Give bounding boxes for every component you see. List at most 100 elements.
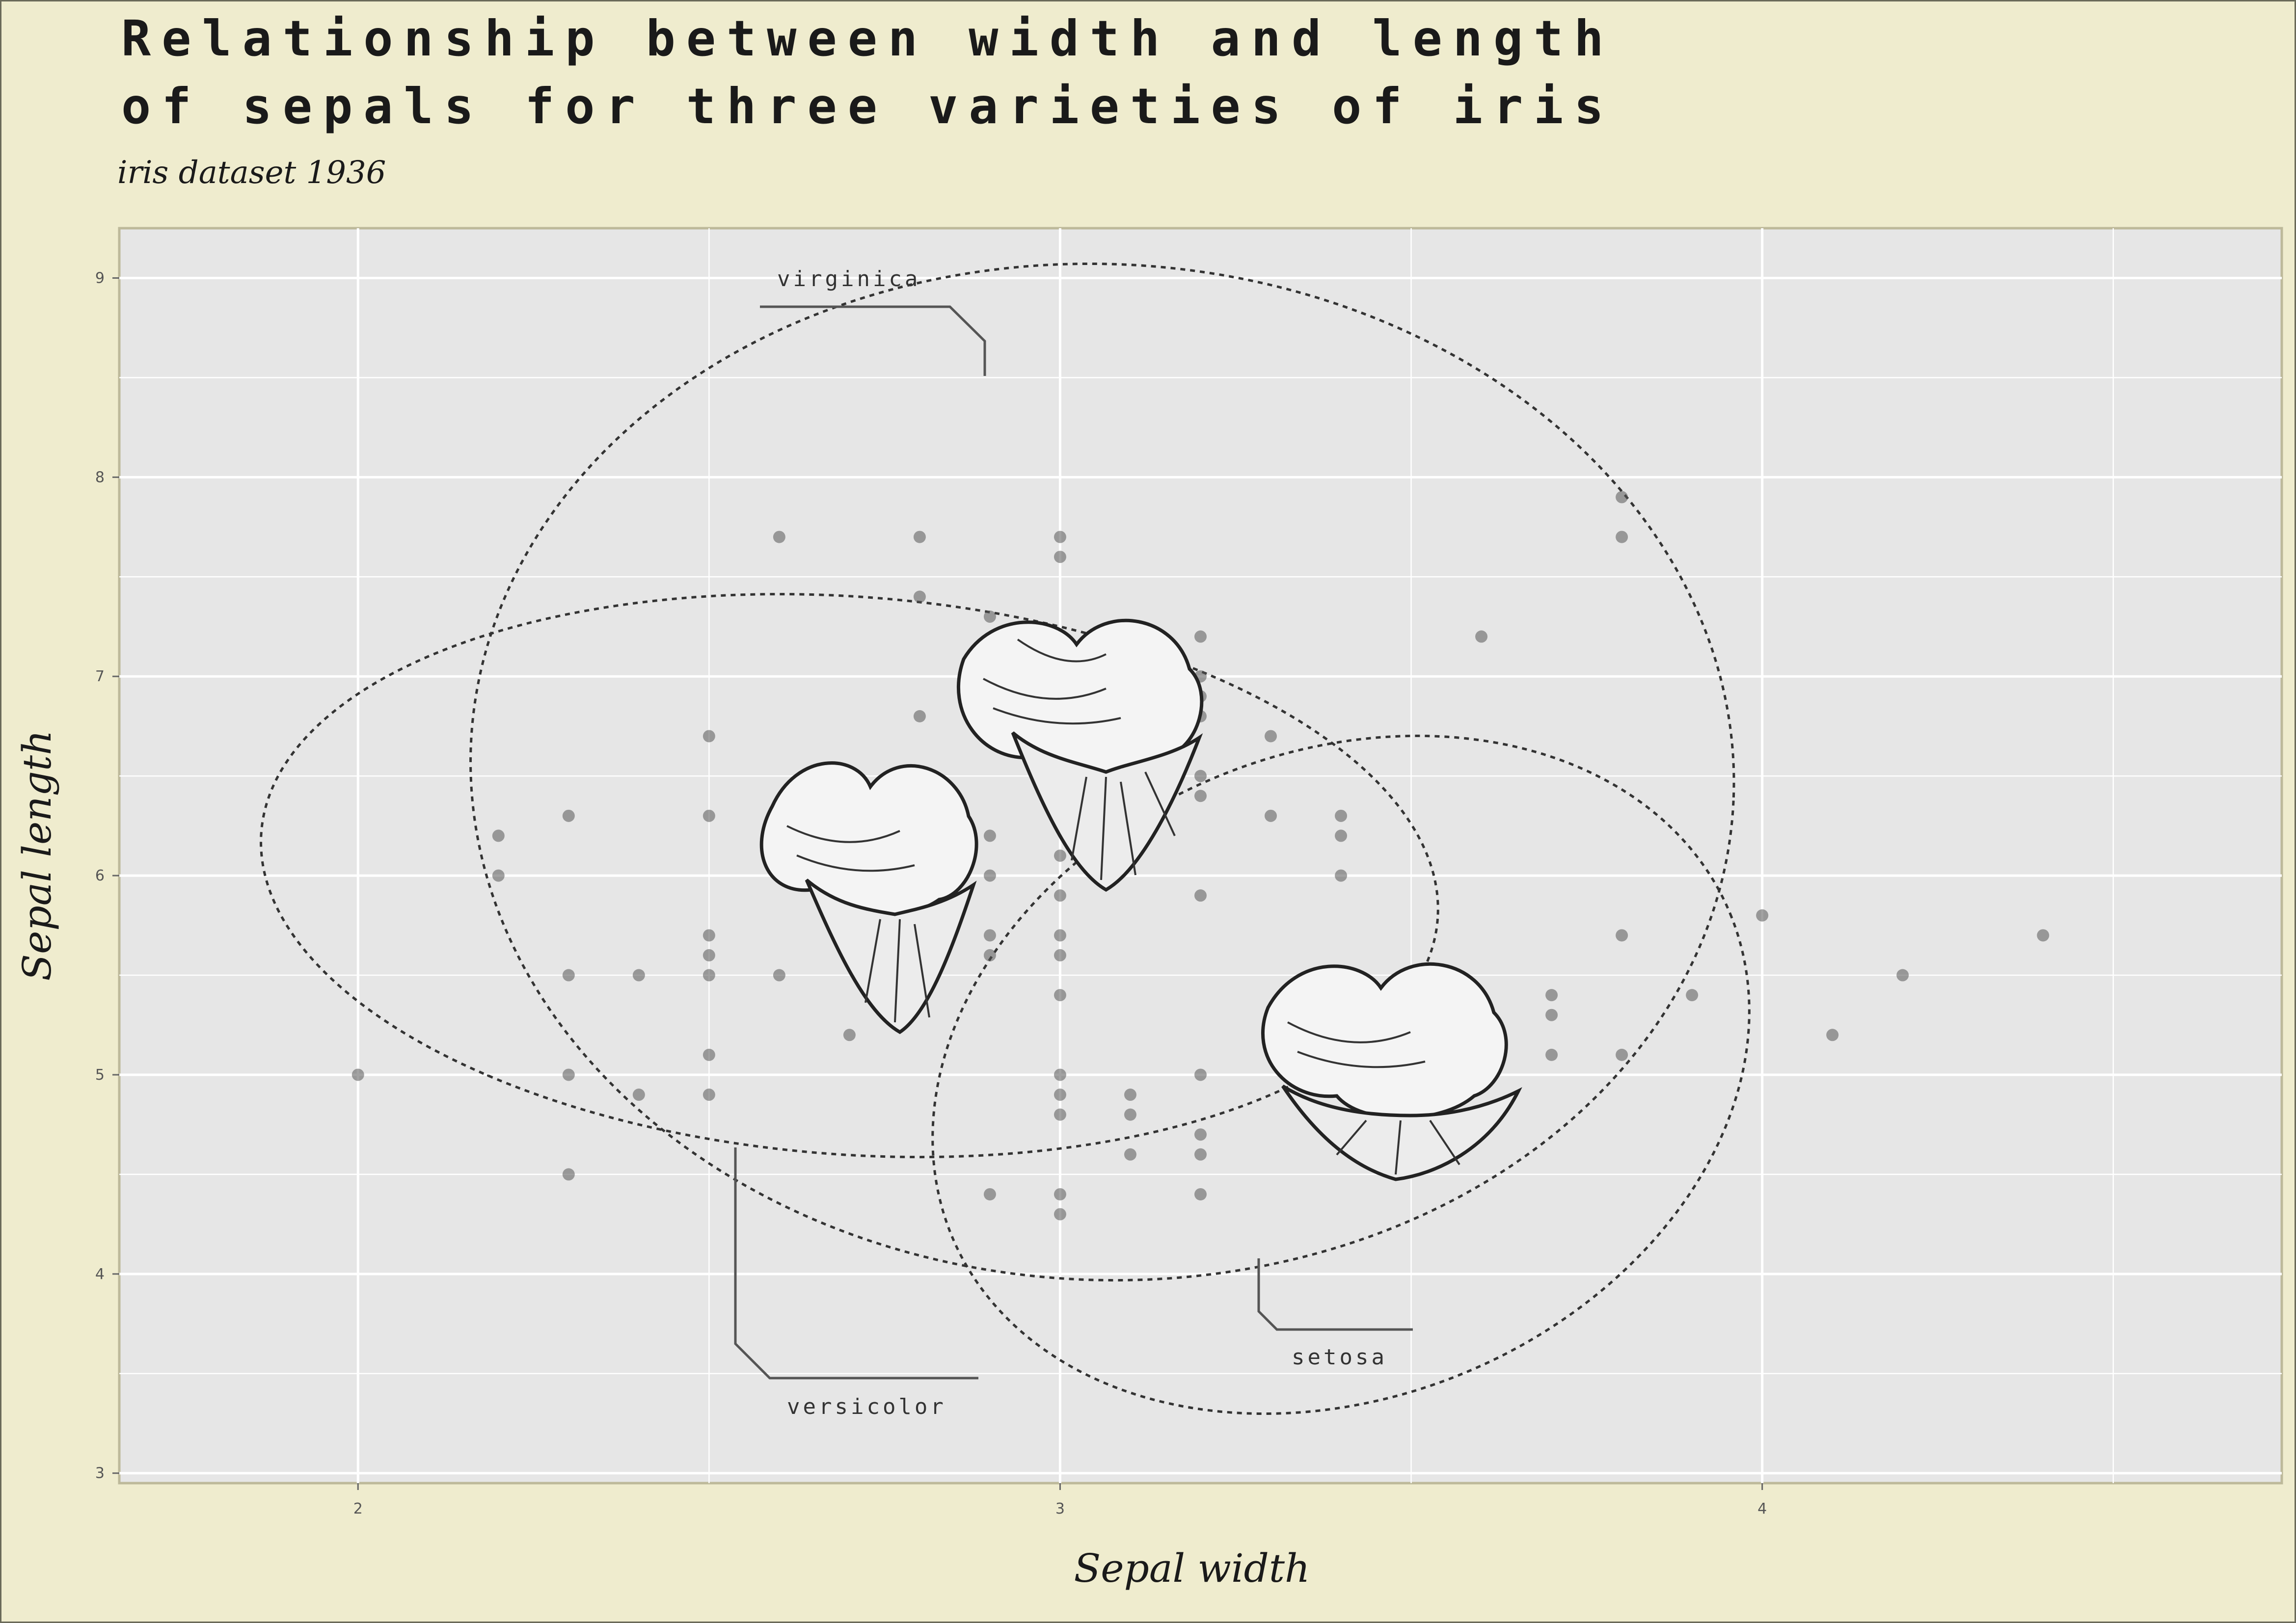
data-point xyxy=(1124,1148,1136,1161)
data-point xyxy=(351,1068,364,1081)
confidence-ellipses xyxy=(260,262,1751,1415)
data-point xyxy=(913,710,926,722)
data-point xyxy=(983,829,996,842)
data-point xyxy=(913,590,926,603)
y-tick-label: 6 xyxy=(95,867,105,884)
data-point xyxy=(1756,909,1769,922)
data-point xyxy=(1335,869,1348,882)
data-point xyxy=(1194,1068,1207,1081)
x-tick-label: 2 xyxy=(353,1500,363,1517)
data-point xyxy=(983,610,996,623)
data-point xyxy=(702,809,715,822)
x-tick-label: 3 xyxy=(1055,1500,1065,1517)
data-point xyxy=(1616,929,1628,942)
y-tick-label: 5 xyxy=(95,1066,105,1084)
data-point xyxy=(1545,1009,1558,1021)
data-point xyxy=(1194,770,1207,782)
data-point xyxy=(1616,531,1628,543)
data-point xyxy=(1194,889,1207,902)
data-point xyxy=(702,929,715,942)
data-point xyxy=(492,869,505,882)
data-point xyxy=(1194,630,1207,643)
data-point xyxy=(632,1089,645,1101)
data-point xyxy=(702,969,715,982)
annotation-setosa: setosa xyxy=(1257,1258,1413,1370)
data-point xyxy=(1545,989,1558,1002)
chart-title-line-1: Relationship between width and length xyxy=(121,10,1615,67)
data-point xyxy=(983,1188,996,1200)
data-point xyxy=(1826,1029,1839,1041)
data-point xyxy=(1053,1108,1066,1121)
y-tick-label: 8 xyxy=(95,469,105,486)
data-point xyxy=(1053,1089,1066,1101)
data-point xyxy=(1335,809,1348,822)
data-point xyxy=(983,949,996,961)
data-point xyxy=(1053,551,1066,563)
data-point xyxy=(1053,531,1066,543)
data-point xyxy=(1616,491,1628,504)
flower-illustration-virginica xyxy=(957,618,1204,892)
data-point xyxy=(1053,1188,1066,1200)
data-point xyxy=(1053,1068,1066,1081)
annotation-label-setosa: setosa xyxy=(1292,1345,1387,1370)
annotation-versicolor: versicolor xyxy=(734,1147,978,1419)
data-point xyxy=(1686,989,1699,1002)
data-point xyxy=(773,969,785,982)
data-point xyxy=(1194,1128,1207,1141)
chart-subtitle: iris dataset 1936 xyxy=(117,155,386,191)
y-tick-label: 4 xyxy=(95,1266,105,1283)
y-tick-label: 7 xyxy=(95,668,105,685)
data-point xyxy=(1194,1188,1207,1200)
data-point xyxy=(1616,1048,1628,1061)
plot-panel xyxy=(118,227,2283,1485)
x-axis-title: Sepal width xyxy=(1074,1545,1310,1591)
data-point xyxy=(1053,889,1066,902)
data-point xyxy=(562,1068,575,1081)
data-point xyxy=(562,809,575,822)
data-point xyxy=(1896,969,1909,982)
data-point xyxy=(1053,1208,1066,1221)
data-point xyxy=(843,1029,856,1041)
data-point xyxy=(773,531,785,543)
data-point xyxy=(913,531,926,543)
data-point xyxy=(983,869,996,882)
data-point xyxy=(1194,1148,1207,1161)
annotation-label-versicolor: versicolor xyxy=(787,1394,946,1419)
data-point xyxy=(562,969,575,982)
ellipse-virginica xyxy=(469,262,1735,1282)
data-point xyxy=(1053,949,1066,961)
data-point xyxy=(1475,630,1488,643)
data-point xyxy=(1053,929,1066,942)
data-points xyxy=(351,491,2050,1221)
annotation-label-virginica: virginica xyxy=(777,266,920,292)
ellipse-setosa xyxy=(931,734,1751,1415)
data-point xyxy=(1265,730,1277,743)
data-point xyxy=(1124,1089,1136,1101)
y-tick-label: 3 xyxy=(95,1465,105,1482)
data-point xyxy=(702,730,715,743)
flower-illustration-setosa xyxy=(1261,962,1522,1181)
data-point xyxy=(1053,850,1066,862)
x-tick-label: 4 xyxy=(1757,1500,1767,1517)
y-axis-title: Sepal length xyxy=(14,730,60,981)
axis-ticks: 2 3 4 3 4 5 6 7 8 9 xyxy=(95,269,1767,1517)
ellipse-versicolor xyxy=(260,593,1439,1159)
data-point xyxy=(1265,809,1277,822)
data-point xyxy=(702,949,715,961)
data-point xyxy=(562,1168,575,1181)
annotation-virginica: virginica xyxy=(760,266,986,376)
data-point xyxy=(1194,790,1207,802)
flower-illustration-versicolor xyxy=(759,761,978,1035)
data-point xyxy=(1053,989,1066,1002)
y-tick-label: 9 xyxy=(95,269,105,287)
data-point xyxy=(632,969,645,982)
data-point xyxy=(702,1048,715,1061)
data-point xyxy=(702,1089,715,1101)
data-point xyxy=(492,829,505,842)
data-point xyxy=(1545,1048,1558,1061)
data-point xyxy=(1124,1108,1136,1121)
chart-title-line-2: of sepals for three varieties of iris xyxy=(121,78,1615,135)
data-point xyxy=(1335,829,1348,842)
